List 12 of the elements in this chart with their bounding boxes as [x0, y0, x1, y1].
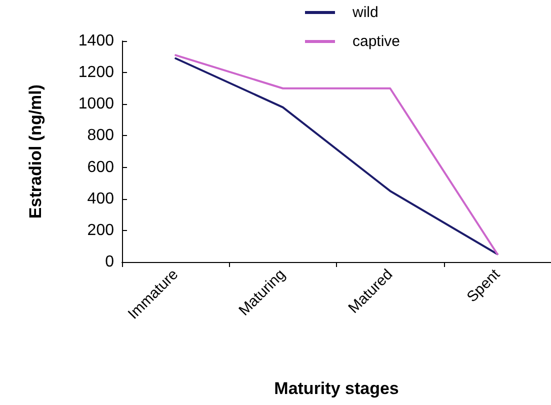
x-axis-title: Maturity stages — [274, 379, 399, 398]
y-tick-label: 1400 — [78, 32, 114, 50]
y-axis-title: Estradiol (ng/ml) — [26, 84, 45, 219]
y-tick-label: 0 — [105, 254, 114, 270]
legend-label: captive — [352, 33, 400, 50]
legend-label: wild — [352, 4, 378, 21]
y-tick-label: 400 — [87, 190, 114, 208]
y-tick-label: 200 — [87, 222, 114, 239]
y-tick-label: 1200 — [78, 64, 114, 82]
y-tick-label: 600 — [87, 158, 114, 176]
y-tick-label: 800 — [87, 127, 114, 144]
y-tick-label: 1000 — [78, 96, 114, 113]
